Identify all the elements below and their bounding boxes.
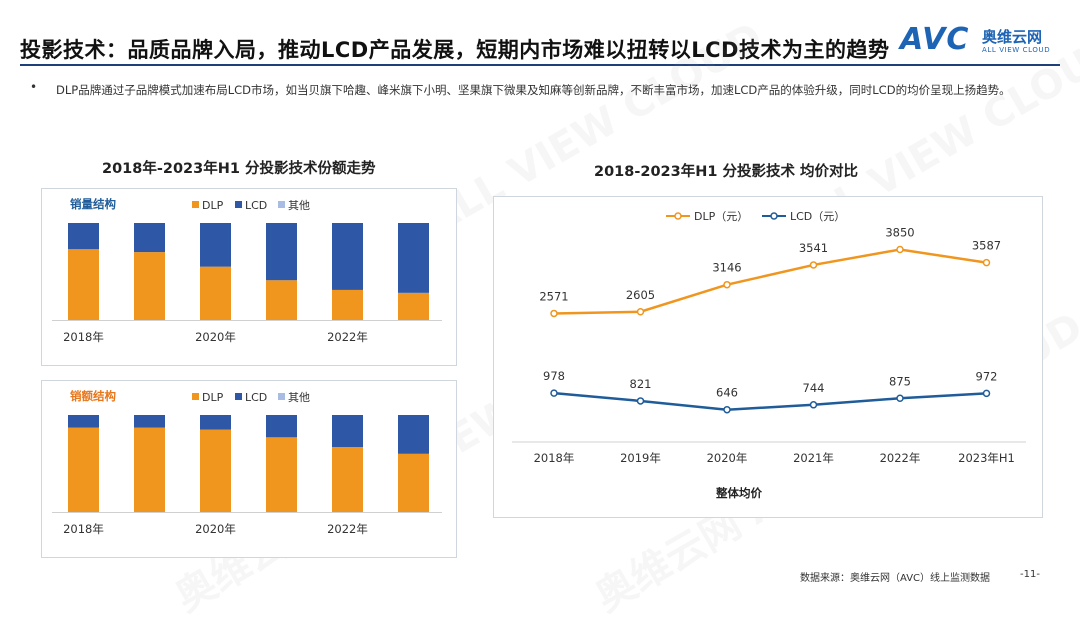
summary-text: DLP品牌通过子品牌模式加速布局LCD市场，如当贝旗下哈趣、峰米旗下小明、坚果旗… (56, 83, 1011, 97)
price-chart-title: 2018-2023年H1 分投影技术 均价对比 (594, 164, 859, 180)
data-label: 2571 (539, 289, 568, 303)
brand-logo: AVC 奥维云网 ALL VIEW CLOUD (900, 22, 1070, 62)
legend-label: DLP (202, 391, 224, 404)
bar-LCD-2019年 (134, 223, 165, 253)
revenue-structure-chart: 销额结构 DLP LCD 其他 2018年 2020年 2022年 (52, 389, 442, 536)
data-point (809, 261, 818, 269)
data-source: 数据来源：奥维云网（AVC）线上监测数据 (800, 573, 991, 584)
legend-swatch-2 (278, 201, 285, 208)
data-label: 978 (543, 369, 565, 383)
bar-DLP-2018年 (68, 249, 99, 320)
data-label: 2605 (626, 288, 655, 302)
x-tick-label: 2023年H1 (958, 451, 1015, 465)
legend-label: LCD（元） (790, 210, 845, 223)
data-label: 3541 (799, 241, 828, 255)
x-axis-label: 整体均价 (715, 486, 762, 500)
bar-DLP-2018年 (68, 427, 99, 512)
x-tick-label: 2018年 (63, 522, 104, 536)
x-tick-label: 2022年 (327, 330, 368, 344)
bar-LCD-2020年 (200, 415, 231, 430)
legend-marker-0 (674, 212, 682, 220)
logo-mark: AVC (900, 22, 970, 57)
volume-structure-chart: 销量结构 DLP LCD 其他 2018年 2020年 2022年 (52, 197, 442, 344)
legend-swatch-1 (235, 201, 242, 208)
bar-DLP-2019年 (134, 427, 165, 512)
bar-LCD-2018年 (68, 415, 99, 428)
bar-DLP-2021年 (266, 437, 297, 512)
x-tick-label: 2022年 (880, 451, 921, 465)
legend-swatch-0 (192, 201, 199, 208)
title-divider (20, 64, 1060, 66)
data-label: 3146 (712, 261, 741, 275)
bar-LCD-2022年 (332, 223, 363, 290)
data-label: 3587 (972, 239, 1001, 253)
x-tick-label: 2018年 (534, 451, 575, 465)
data-point (982, 389, 991, 398)
x-tick-label: 2021年 (793, 451, 834, 465)
bar-DLP-2020年 (200, 429, 231, 512)
page-title: 投影技术：品质品牌入局，推动LCD产品发展，短期内市场难以扭转以LCD技术为主的… (20, 38, 890, 62)
x-tick-label: 2020年 (195, 522, 236, 536)
data-point (550, 309, 558, 318)
bar-LCD-2022年 (332, 415, 363, 448)
bar-DLP-2021年 (266, 280, 297, 320)
bar-LCD-2021年 (266, 223, 297, 281)
legend-swatch-1 (235, 393, 242, 400)
data-point (982, 258, 991, 267)
data-label: 744 (803, 381, 825, 395)
share-chart-title: 2018年-2023年H1 分投影技术份额走势 (102, 161, 376, 177)
data-point (809, 401, 818, 409)
logo-chinese-name: 奥维云网 (982, 28, 1043, 46)
data-label: 875 (889, 374, 911, 388)
bar-LCD-2019年 (134, 415, 165, 428)
bar-DLP-2019年 (134, 252, 165, 320)
panel-label: 销量结构 (70, 197, 116, 211)
data-point (550, 389, 558, 397)
x-tick-label: 2019年 (620, 451, 661, 465)
data-point (723, 280, 731, 289)
bar-DLP-2022年 (332, 289, 363, 320)
series-line-LCD（元） (553, 391, 987, 411)
bar-DLP-2022年 (332, 447, 363, 512)
average-price-panel: DLP（元） LCD（元） 2018年 2019年 2020年 2021年 2022年 202… (493, 196, 1043, 518)
data-point (636, 308, 645, 316)
legend-label: DLP (202, 199, 224, 212)
legend-label: 其他 (288, 199, 310, 212)
x-tick-label: 2020年 (195, 330, 236, 344)
data-label: 646 (716, 386, 738, 400)
data-point (636, 397, 645, 405)
series-line-DLP（元） (553, 248, 987, 315)
bar-DLP-2023年H1 (398, 292, 429, 320)
bar-LCD-2023年H1 (398, 415, 429, 454)
legend-label: LCD (245, 391, 267, 404)
panel-label: 销额结构 (70, 389, 116, 403)
data-label: 3850 (885, 226, 914, 240)
bar-DLP-2020年 (200, 266, 231, 320)
logo-english-name: ALL VIEW CLOUD (982, 46, 1051, 54)
legend-swatch-0 (192, 393, 199, 400)
x-tick-label: 2022年 (327, 522, 368, 536)
bar-LCD-2023年H1 (398, 223, 429, 293)
revenue-structure-panel: 销额结构 DLP LCD 其他 2018年 2020年 2022年 (41, 380, 457, 558)
bar-LCD-2020年 (200, 223, 231, 267)
legend-label: LCD (245, 199, 267, 212)
x-tick-label: 2018年 (63, 330, 104, 344)
bullet-icon: • (30, 80, 38, 94)
bar-DLP-2023年H1 (398, 453, 429, 512)
legend-marker-1 (770, 212, 778, 220)
page-number: -11- (1020, 569, 1040, 580)
bar-LCD-2018年 (68, 223, 99, 250)
legend-label: 其他 (288, 391, 310, 404)
legend-label: DLP（元） (694, 210, 748, 223)
data-point (723, 405, 731, 414)
bar-LCD-2021年 (266, 415, 297, 438)
average-price-chart: DLP（元） LCD（元） 2018年 2019年 2020年 2021年 2022年 202… (512, 210, 1026, 500)
x-tick-label: 2020年 (707, 451, 748, 465)
volume-structure-panel: 销量结构 DLP LCD 其他 2018年 2020年 2022年 (41, 188, 457, 366)
data-label: 821 (630, 377, 652, 391)
data-point (896, 245, 904, 254)
data-point (896, 394, 904, 402)
legend-swatch-2 (278, 393, 285, 400)
data-label: 972 (976, 369, 998, 383)
